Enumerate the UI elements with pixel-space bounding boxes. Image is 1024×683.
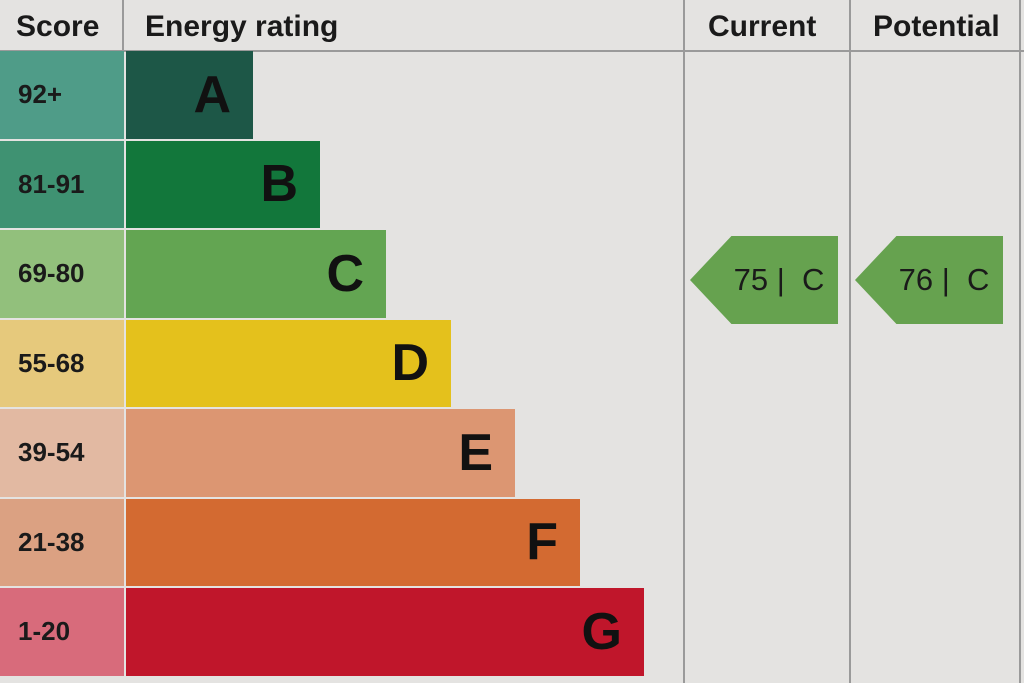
score-range-c: 69-80 <box>0 230 124 318</box>
column-divider <box>683 0 685 683</box>
rating-bar-g: G <box>126 588 644 676</box>
current-rating-label: 75 | C <box>733 262 825 297</box>
column-divider <box>122 0 124 50</box>
score-range-e: 39-54 <box>0 409 124 497</box>
score-range-f: 21-38 <box>0 498 124 586</box>
score-range-b: 81-91 <box>0 140 124 228</box>
current-rating-arrow: 75 | C <box>690 236 838 324</box>
header-score: Score <box>16 10 100 43</box>
column-divider <box>849 0 851 683</box>
rating-bar-d: D <box>126 319 451 407</box>
header-current: Current <box>708 10 817 43</box>
score-range-g: 1-20 <box>0 588 124 676</box>
rating-bar-a: A <box>126 51 253 139</box>
potential-rating-arrow: 76 | C <box>855 236 1003 324</box>
score-range-d: 55-68 <box>0 319 124 407</box>
header-potential: Potential <box>873 10 1000 43</box>
header-divider <box>0 50 1024 52</box>
rating-bar-f: F <box>126 498 580 586</box>
column-divider <box>1019 0 1021 683</box>
potential-rating-label: 76 | C <box>898 262 990 297</box>
header-energy-rating: Energy rating <box>145 10 339 43</box>
score-range-a: 92+ <box>0 51 124 139</box>
rating-bar-b: B <box>126 140 320 228</box>
rating-bar-e: E <box>126 409 515 497</box>
rating-bar-c: C <box>126 230 386 318</box>
